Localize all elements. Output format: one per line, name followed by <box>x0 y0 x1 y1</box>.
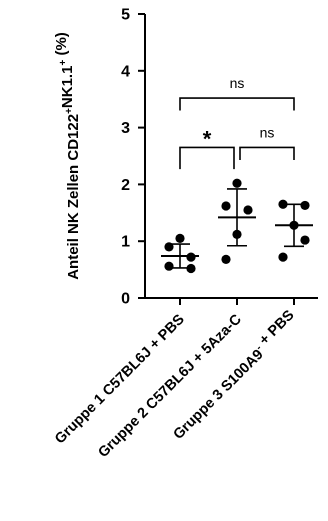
data-point <box>164 261 174 271</box>
data-point <box>221 254 231 264</box>
y-tick-label: 0 <box>121 291 130 308</box>
bracket-line <box>239 146 295 160</box>
significance-label: ns <box>230 75 245 91</box>
data-point <box>300 200 310 211</box>
group-3-marks <box>275 199 313 262</box>
y-tick-label: 4 <box>121 63 130 80</box>
significance-bracket: ns <box>239 124 295 160</box>
bracket-line <box>179 146 235 170</box>
data-point <box>175 233 185 243</box>
y-axis-title: Anteil NK Zellen CD122+NK1.1+ (%) <box>53 32 82 280</box>
data-point <box>243 205 253 215</box>
data-point <box>300 235 310 245</box>
data-point <box>186 252 196 262</box>
data-point <box>232 178 242 188</box>
data-point <box>221 201 231 211</box>
data-point <box>186 263 196 274</box>
significance-bracket: * <box>179 126 235 170</box>
significance-label: * <box>203 126 212 151</box>
y-tick-label: 3 <box>121 120 130 137</box>
bracket-line <box>179 97 295 111</box>
data-point <box>278 252 288 262</box>
significance-label: ns <box>260 124 275 140</box>
data-point <box>278 199 288 209</box>
y-tick-label: 1 <box>121 234 130 251</box>
group-1-marks <box>161 233 199 274</box>
y-tick-label: 5 <box>121 7 130 24</box>
y-tick-label: 2 <box>121 177 130 194</box>
significance-bracket: ns <box>179 75 295 111</box>
group-2-marks <box>218 178 256 264</box>
